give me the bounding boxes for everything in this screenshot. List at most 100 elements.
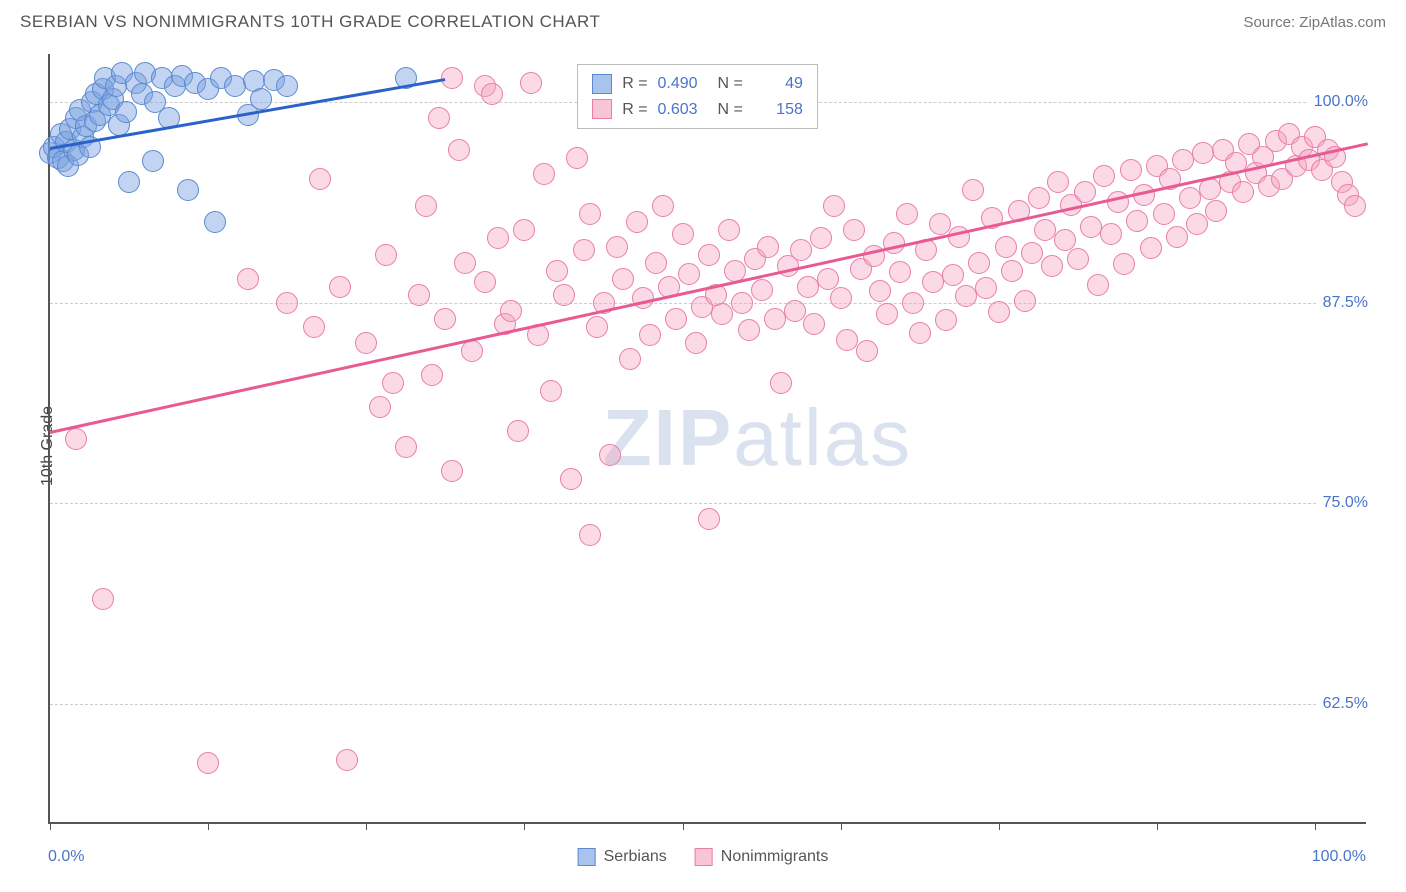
data-point xyxy=(142,150,164,172)
x-axis-min-label: 0.0% xyxy=(48,848,84,866)
data-point xyxy=(1113,253,1135,275)
data-point xyxy=(942,264,964,286)
legend-n-value: 49 xyxy=(753,71,803,97)
data-point xyxy=(909,322,931,344)
data-point xyxy=(784,300,806,322)
y-tick-label: 75.0% xyxy=(1317,494,1368,512)
data-point xyxy=(1140,237,1162,259)
data-point xyxy=(1047,171,1069,193)
data-point xyxy=(935,309,957,331)
gridline xyxy=(50,704,1366,705)
data-point xyxy=(507,420,529,442)
data-point xyxy=(441,460,463,482)
data-point xyxy=(922,271,944,293)
data-point xyxy=(1179,187,1201,209)
legend-row: R =0.490N =49 xyxy=(592,71,803,97)
data-point xyxy=(533,163,555,185)
data-point xyxy=(757,236,779,258)
x-tick xyxy=(50,822,51,830)
chart-title: SERBIAN VS NONIMMIGRANTS 10TH GRADE CORR… xyxy=(20,12,600,32)
legend-label: Nonimmigrants xyxy=(721,848,829,866)
data-point xyxy=(115,101,137,123)
data-point xyxy=(250,88,272,110)
source-label: Source: ZipAtlas.com xyxy=(1243,14,1386,31)
legend-label: Serbians xyxy=(604,848,667,866)
data-point xyxy=(599,444,621,466)
y-tick-label: 62.5% xyxy=(1317,695,1368,713)
scatter-chart: ZIPatlas 62.5%75.0%87.5%100.0%R =0.490N … xyxy=(48,54,1366,824)
data-point xyxy=(645,252,667,274)
data-point xyxy=(65,428,87,450)
data-point xyxy=(487,227,509,249)
y-tick-label: 87.5% xyxy=(1317,294,1368,312)
data-point xyxy=(454,252,476,274)
data-point xyxy=(896,203,918,225)
data-point xyxy=(1205,200,1227,222)
data-point xyxy=(803,313,825,335)
data-point xyxy=(1087,274,1109,296)
data-point xyxy=(276,292,298,314)
legend-swatch xyxy=(592,74,612,94)
data-point xyxy=(336,749,358,771)
data-point xyxy=(968,252,990,274)
data-point xyxy=(665,308,687,330)
data-point xyxy=(711,303,733,325)
data-point xyxy=(876,303,898,325)
data-point xyxy=(540,380,562,402)
data-point xyxy=(639,324,661,346)
legend-swatch xyxy=(592,99,612,119)
data-point xyxy=(481,83,503,105)
data-point xyxy=(118,171,140,193)
data-point xyxy=(1232,181,1254,203)
gridline xyxy=(50,503,1366,504)
data-point xyxy=(415,195,437,217)
x-tick xyxy=(1157,822,1158,830)
data-point xyxy=(382,372,404,394)
legend-bottom: Serbians Nonimmigrants xyxy=(578,848,829,866)
data-point xyxy=(1126,210,1148,232)
data-point xyxy=(698,244,720,266)
data-point xyxy=(1100,223,1122,245)
data-point xyxy=(836,329,858,351)
data-point xyxy=(448,139,470,161)
data-point xyxy=(303,316,325,338)
data-point xyxy=(513,219,535,241)
data-point xyxy=(375,244,397,266)
data-point xyxy=(309,168,331,190)
data-point xyxy=(434,308,456,330)
legend-item: Nonimmigrants xyxy=(695,848,829,866)
y-tick-label: 100.0% xyxy=(1308,93,1368,111)
legend-r-value: 0.603 xyxy=(658,97,708,123)
data-point xyxy=(817,268,839,290)
legend-r-label: R = xyxy=(622,97,647,123)
data-point xyxy=(546,260,568,282)
data-point xyxy=(520,72,542,94)
legend-row: R =0.603N =158 xyxy=(592,97,803,123)
data-point xyxy=(810,227,832,249)
data-point xyxy=(1172,149,1194,171)
legend-n-label: N = xyxy=(718,97,743,123)
data-point xyxy=(224,75,246,97)
chart-header: SERBIAN VS NONIMMIGRANTS 10TH GRADE CORR… xyxy=(0,0,1406,40)
data-point xyxy=(764,308,786,330)
data-point xyxy=(770,372,792,394)
data-point xyxy=(1344,195,1366,217)
x-tick xyxy=(683,822,684,830)
x-tick xyxy=(208,822,209,830)
data-point xyxy=(718,219,740,241)
x-tick xyxy=(524,822,525,830)
data-point xyxy=(962,179,984,201)
data-point xyxy=(1166,226,1188,248)
data-point xyxy=(988,301,1010,323)
data-point xyxy=(92,588,114,610)
data-point xyxy=(579,524,601,546)
data-point xyxy=(421,364,443,386)
legend-n-label: N = xyxy=(718,71,743,97)
data-point xyxy=(652,195,674,217)
data-point xyxy=(751,279,773,301)
data-point xyxy=(395,436,417,458)
x-tick xyxy=(1315,822,1316,830)
data-point xyxy=(869,280,891,302)
data-point xyxy=(790,239,812,261)
legend-r-value: 0.490 xyxy=(658,71,708,97)
